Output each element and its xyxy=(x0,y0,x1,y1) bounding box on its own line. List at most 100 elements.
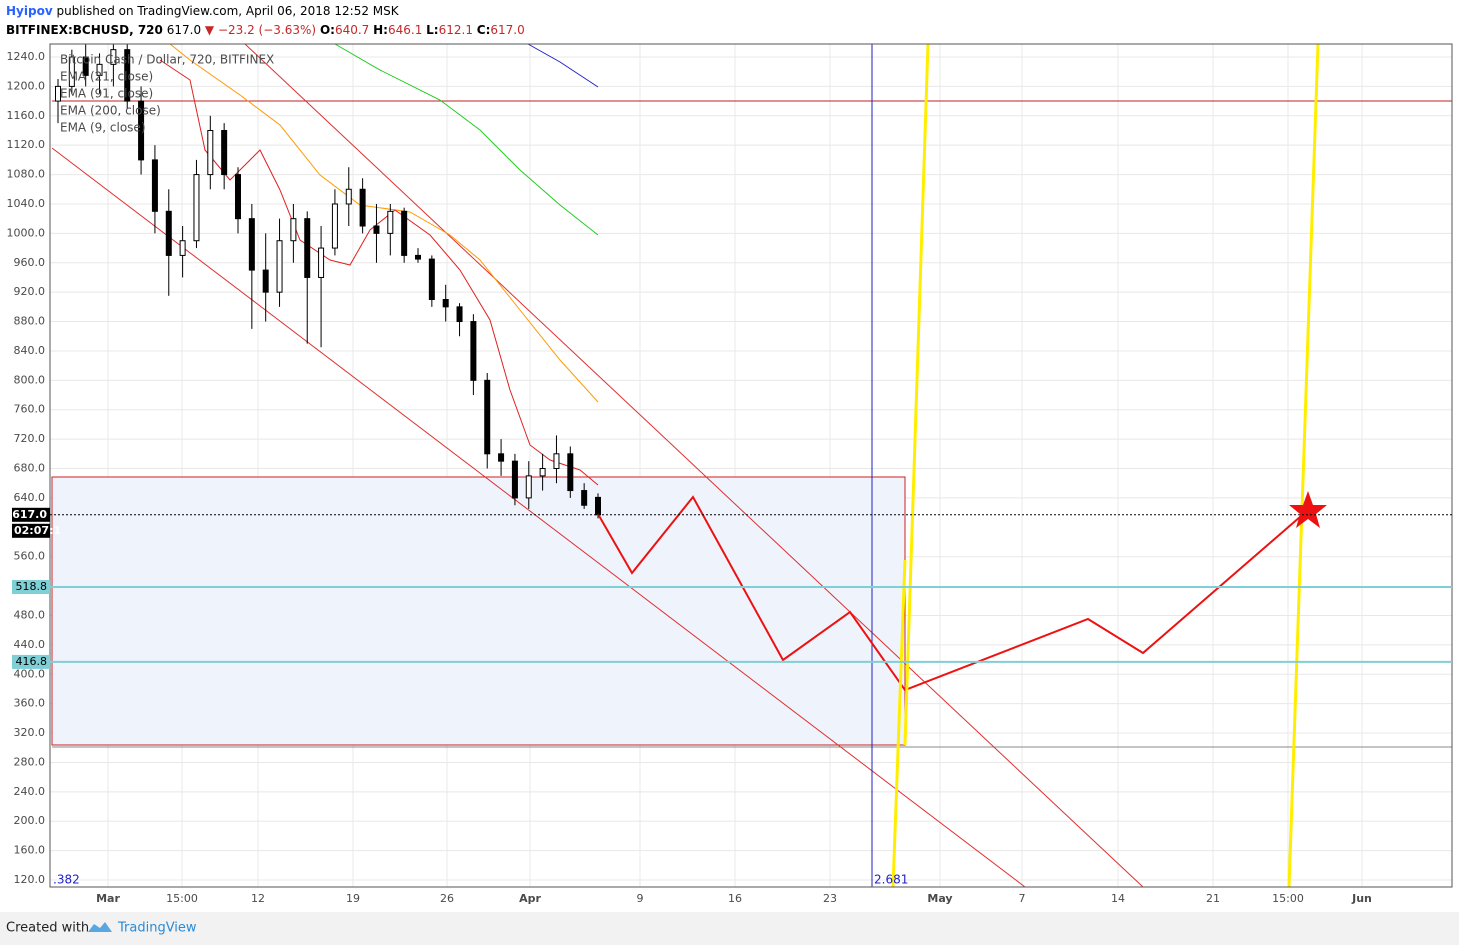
candle-body xyxy=(498,453,505,462)
candle-body xyxy=(193,174,200,242)
candle-body xyxy=(318,247,325,278)
candle-body xyxy=(290,218,297,242)
x-tick-label: 9 xyxy=(637,892,644,905)
candle-body xyxy=(525,475,532,499)
y-tick-label: 1200.0 xyxy=(7,79,46,92)
legend-ema: EMA (91, close) xyxy=(60,87,153,101)
y-tick-label: 840.0 xyxy=(14,344,46,357)
candle-body xyxy=(110,49,117,65)
footer-bar xyxy=(0,912,1459,945)
y-tick-label: 760.0 xyxy=(14,403,46,416)
candle-body xyxy=(581,490,588,506)
y-tick-label: 280.0 xyxy=(14,755,46,768)
candle-body xyxy=(511,460,518,499)
author[interactable]: Hyipov xyxy=(6,4,53,18)
candle-body xyxy=(304,218,311,278)
candle-body xyxy=(165,210,172,256)
candle-body xyxy=(331,203,338,249)
plot-frame xyxy=(49,43,1453,888)
candle-body xyxy=(96,63,103,76)
candle-body xyxy=(567,453,574,492)
level-tag xyxy=(12,507,50,522)
target-box xyxy=(51,476,906,746)
y-tick-label: 880.0 xyxy=(14,315,46,328)
ohlc-value: 640.7 xyxy=(335,23,369,37)
footer-brand[interactable]: TradingView xyxy=(117,921,197,936)
x-tick-label: May xyxy=(927,892,952,905)
y-tick-label: 1040.0 xyxy=(7,197,46,210)
x-tick-label: 7 xyxy=(1019,892,1026,905)
channel-lower xyxy=(51,147,1026,888)
y-tick-label: 360.0 xyxy=(14,697,46,710)
y-tick-label: 480.0 xyxy=(14,608,46,621)
level-label: 617.0 xyxy=(12,508,47,521)
last: 617.0 xyxy=(167,23,201,37)
candle-body xyxy=(456,306,463,323)
y-tick-label: 560.0 xyxy=(14,550,46,563)
arrow: ▼ xyxy=(205,23,215,37)
target-star xyxy=(1289,491,1327,528)
candle-body xyxy=(151,159,158,212)
candle-body xyxy=(428,258,435,301)
candle-body xyxy=(415,254,421,260)
candle-body xyxy=(442,299,449,308)
candle-body xyxy=(235,174,241,220)
ohlc-value: 617.0 xyxy=(490,23,524,37)
y-tick-label: 680.0 xyxy=(14,462,46,475)
ohlc-label: H: xyxy=(373,23,388,37)
candle-body xyxy=(470,321,477,381)
candle-body xyxy=(373,225,380,234)
y-tick-label: 1120.0 xyxy=(7,138,46,151)
fib-label: 2.681 xyxy=(874,873,908,887)
x-tick-label: 12 xyxy=(251,892,265,905)
candle-body xyxy=(138,100,145,161)
candle-body xyxy=(179,240,186,256)
fib-label: .382 xyxy=(53,873,80,887)
y-tick-label: 400.0 xyxy=(14,667,46,680)
ohlc-label: L: xyxy=(426,23,438,37)
y-tick-label: 1000.0 xyxy=(7,226,46,239)
candle-body xyxy=(124,49,131,102)
y-tick-label: 200.0 xyxy=(14,814,46,827)
y-tick-label: 1160.0 xyxy=(7,109,46,122)
legend-ema: EMA (21, close) xyxy=(60,70,153,84)
x-tick-label: 16 xyxy=(728,892,742,905)
ohlc-value: 612.1 xyxy=(439,23,473,37)
level-label: 518.8 xyxy=(16,580,48,593)
candle-body xyxy=(55,85,61,102)
level-label: 416.8 xyxy=(16,655,48,668)
candle-body xyxy=(82,56,89,76)
ema-9 xyxy=(159,59,599,486)
header-line: Hyipov published on TradingView.com, Apr… xyxy=(6,4,400,18)
ohlc-label: C: xyxy=(477,23,491,37)
countdown-tag xyxy=(12,523,50,538)
x-tick-label: 26 xyxy=(440,892,454,905)
fib-arc-1b xyxy=(891,559,907,888)
y-tick-label: 1080.0 xyxy=(7,168,46,181)
footer-logo xyxy=(88,922,112,932)
candle-body xyxy=(276,240,283,293)
candle-body xyxy=(553,453,560,470)
footer-text: Created with xyxy=(6,921,89,936)
x-tick-label: 15:00 xyxy=(1272,892,1304,905)
y-tick-label: 320.0 xyxy=(14,726,46,739)
ema-21 xyxy=(169,43,599,403)
projection-path xyxy=(597,495,1309,692)
y-tick-label: 720.0 xyxy=(14,432,46,445)
x-tick-label: 15:00 xyxy=(166,892,198,905)
x-tick-label: Jun xyxy=(1351,892,1372,905)
channel-upper xyxy=(244,43,1144,888)
x-tick-label: Mar xyxy=(96,892,120,905)
x-tick-label: 14 xyxy=(1111,892,1125,905)
ema-91 xyxy=(334,43,599,236)
candle-body xyxy=(221,129,228,176)
x-tick-label: 23 xyxy=(823,892,837,905)
candle-body xyxy=(484,379,491,455)
ema-200 xyxy=(527,43,599,88)
x-tick-label: 21 xyxy=(1206,892,1220,905)
candle-body xyxy=(539,468,546,477)
candle-body xyxy=(387,210,394,234)
levels: 617.0 02:07:1 518.8 416.8 xyxy=(12,508,1452,669)
candles xyxy=(55,44,601,519)
